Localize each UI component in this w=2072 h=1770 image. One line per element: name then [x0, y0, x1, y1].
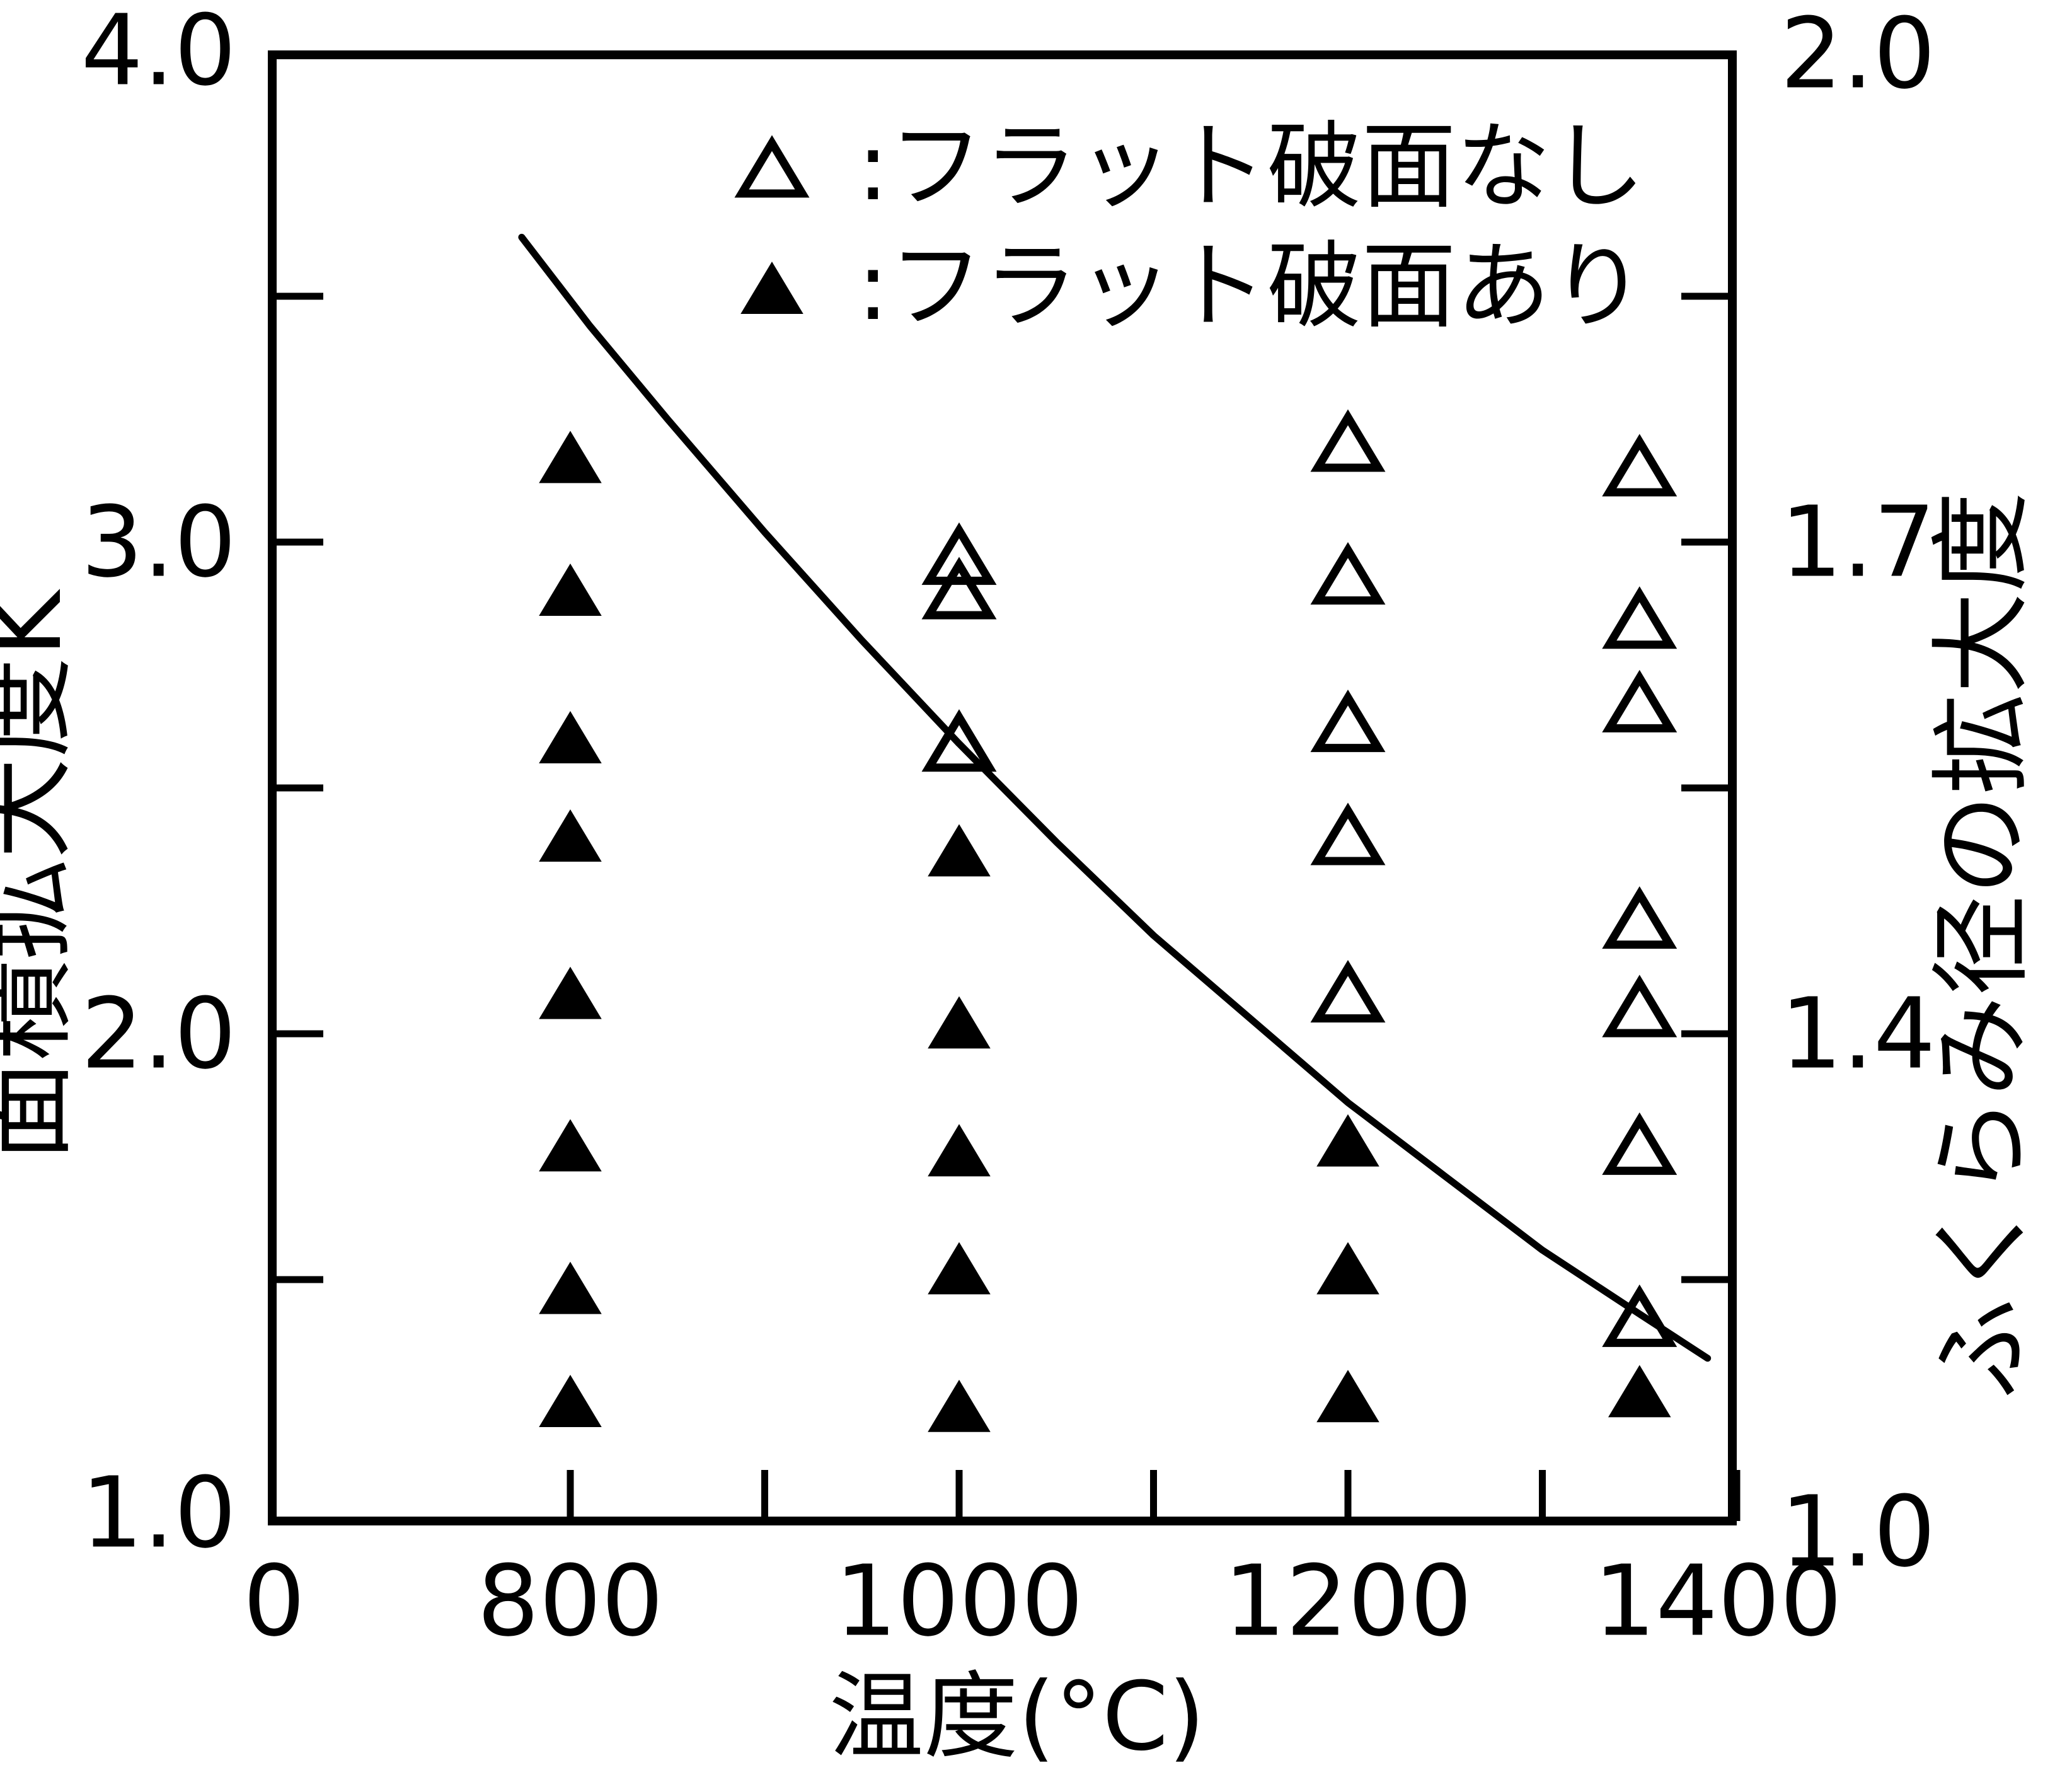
open-triangle-marker: [1602, 669, 1678, 732]
open-triangle-marker: [1602, 434, 1678, 497]
filled-triangle-marker: [1316, 1242, 1379, 1295]
x-tick-label-1000: 1000: [835, 1544, 1083, 1658]
open-triangle-marker: [1602, 1112, 1678, 1175]
legend-open-triangle-icon: [734, 135, 810, 198]
filled-triangle-marker: [539, 1375, 602, 1427]
boundary-curve: [518, 233, 1712, 1362]
x-axis-title: 温度(°C): [829, 1662, 1206, 1770]
filled-triangle-marker: [539, 1119, 602, 1172]
y-tick-label-right-1.0: 1.0: [1780, 1475, 1936, 1589]
y-tick-label-right-2.0: 2.0: [1780, 0, 1936, 111]
open-triangle-marker: [1602, 1284, 1678, 1347]
y-axis-left-title: 面積拡大度K: [0, 588, 84, 1161]
y-tick-label-right-1.7: 1.7: [1780, 485, 1936, 599]
filled-triangle-marker: [1608, 1365, 1671, 1418]
x-tick-label-1400: 1400: [1594, 1544, 1842, 1658]
open-triangle-marker: [1602, 586, 1678, 649]
filled-triangle-marker: [928, 1124, 991, 1177]
open-triangle-marker: [1310, 541, 1386, 605]
legend-label-1: :フラット破面なし: [857, 112, 1645, 222]
x-tick-label-800: 800: [477, 1544, 664, 1658]
data-markers-group: [539, 409, 1678, 1432]
boundary-curve-group: [518, 233, 1712, 1362]
open-triangle-marker: [1310, 959, 1386, 1023]
open-triangle-marker: [921, 557, 997, 620]
legend-label-2: :フラット破面あり: [857, 232, 1645, 342]
x-tick-label-1200: 1200: [1224, 1544, 1472, 1658]
filled-triangle-marker: [539, 564, 602, 616]
open-triangle-marker: [1310, 409, 1386, 472]
y-axis-right-title: ふくらみ径の拡大度: [1923, 492, 2040, 1399]
filled-triangle-marker: [928, 1379, 991, 1432]
y-tick-label-left-2: 2.0: [81, 977, 236, 1091]
filled-triangle-marker: [539, 1261, 602, 1314]
filled-triangle-marker: [1316, 1370, 1379, 1423]
legend-filled-triangle-icon: [740, 262, 803, 314]
y-tick-label-right-1.4: 1.4: [1780, 977, 1936, 1091]
filled-triangle-marker: [539, 809, 602, 862]
y-tick-label-left-4: 4.0: [81, 0, 236, 108]
filled-triangle-marker: [928, 996, 991, 1049]
open-triangle-marker: [1602, 975, 1678, 1038]
filled-triangle-marker: [539, 711, 602, 763]
tick-labels-group: 0 800 1000 1200 1400 4.0 3.0 2.0 1.0 2.0 1.7 1.4 1.0: [81, 0, 1935, 1658]
legend: :フラット破面なし:フラット破面あり: [734, 112, 1645, 342]
filled-triangle-marker: [928, 824, 991, 877]
filled-triangle-marker: [1316, 1114, 1379, 1167]
open-triangle-marker: [1602, 886, 1678, 949]
open-triangle-marker: [921, 522, 997, 585]
x-tick-label-0: 0: [243, 1544, 306, 1658]
y-tick-label-left-3: 3.0: [81, 485, 236, 599]
y-tick-label-left-1: 1.0: [81, 1456, 236, 1570]
open-triangle-marker: [1310, 802, 1386, 865]
axis-ticks: [272, 292, 1741, 1521]
filled-triangle-marker: [928, 1242, 991, 1295]
filled-triangle-marker: [539, 966, 602, 1019]
open-triangle-marker: [921, 709, 997, 772]
open-triangle-marker: [1310, 689, 1386, 753]
filled-triangle-marker: [539, 431, 602, 483]
